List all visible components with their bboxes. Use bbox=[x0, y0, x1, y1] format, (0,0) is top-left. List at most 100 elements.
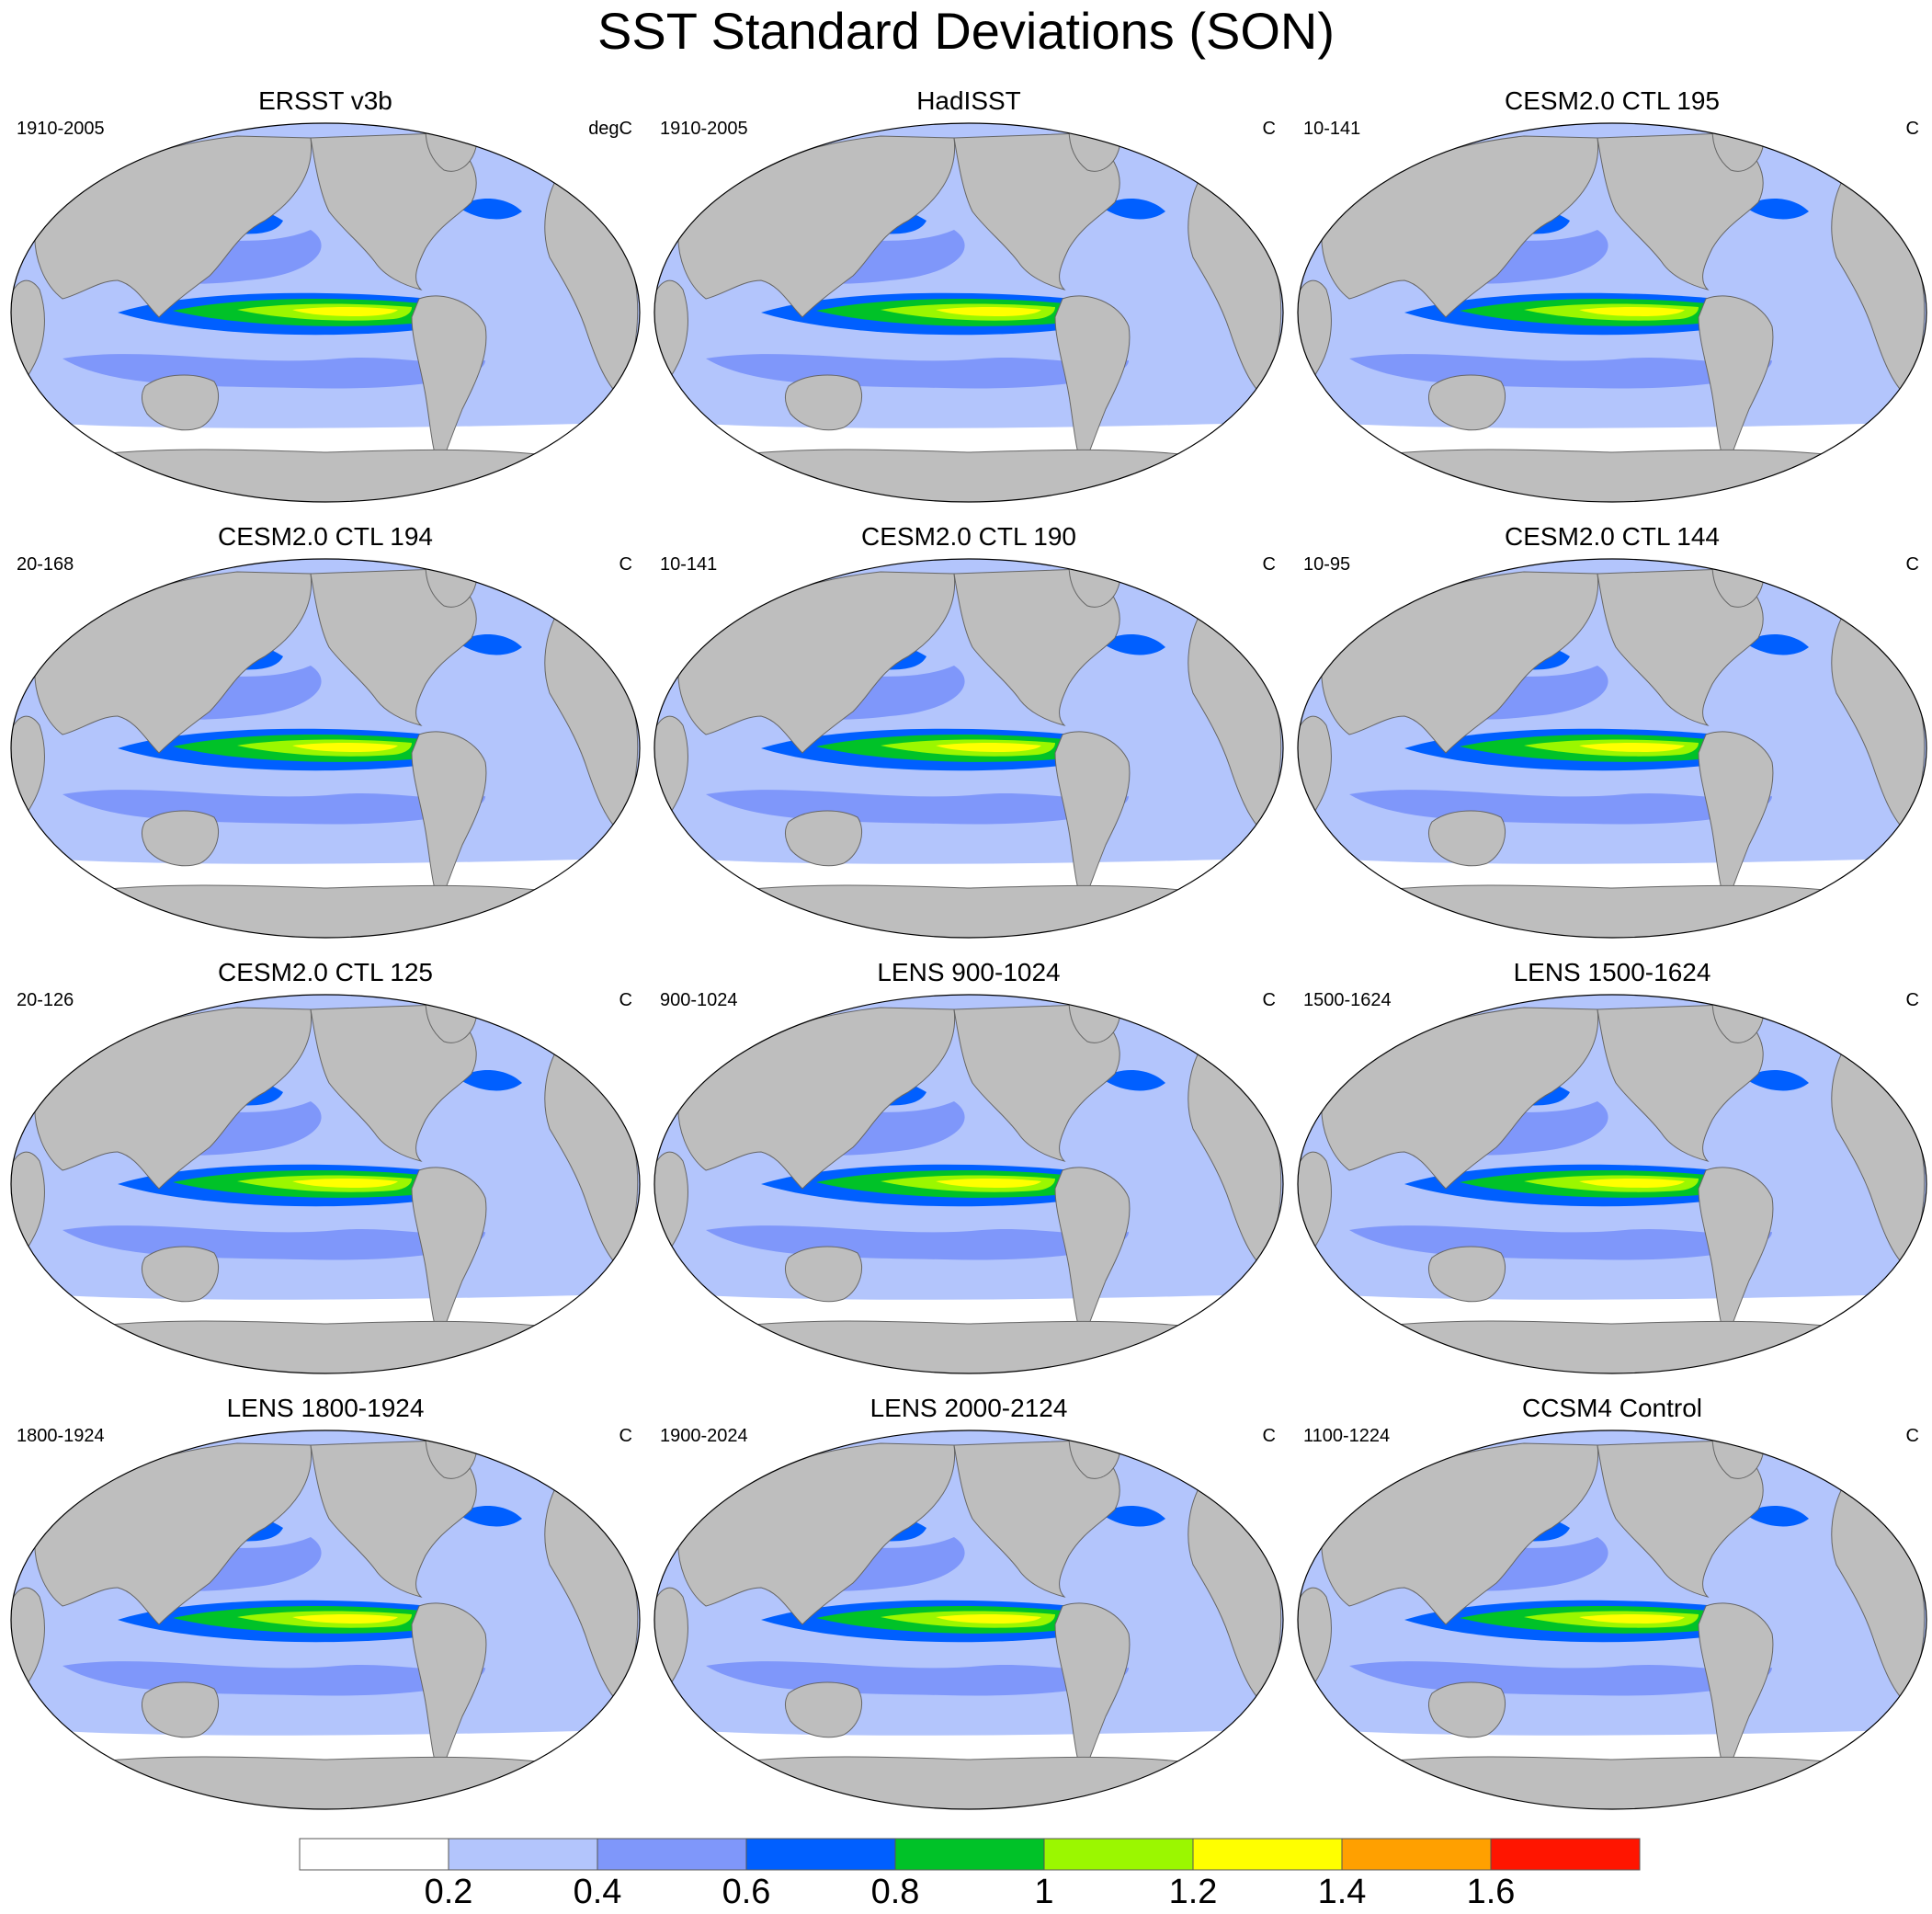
map-panel: CESM2.0 CTL 190 10-141 C bbox=[651, 522, 1287, 954]
land-mass bbox=[142, 810, 220, 867]
map-panel: CCSM4 Control 1100-1224 C bbox=[1294, 1394, 1930, 1826]
land-mass bbox=[310, 1004, 477, 1162]
enso-peak bbox=[1579, 307, 1685, 316]
panel-units-label: degC bbox=[588, 119, 632, 139]
panel-period-label: 1910-2005 bbox=[17, 119, 105, 139]
gulf-stream-band bbox=[1101, 633, 1165, 655]
panel-title: HadISST bbox=[916, 86, 1021, 115]
land-mass bbox=[1597, 1440, 1764, 1598]
gulf-stream-band bbox=[458, 1505, 522, 1527]
land-mass bbox=[1597, 568, 1764, 726]
panel-units-label: C bbox=[1905, 554, 1919, 575]
land-mass bbox=[785, 810, 863, 867]
enso-peak bbox=[936, 1179, 1041, 1188]
land-mass bbox=[1054, 1167, 1131, 1342]
gulf-stream-band bbox=[1101, 1069, 1165, 1091]
panel-title: ERSST v3b bbox=[258, 86, 392, 115]
enso-peak bbox=[936, 307, 1041, 316]
panel-period-label: 1500-1624 bbox=[1303, 990, 1392, 1010]
map-panel: LENS 900-1024 900-1024 C bbox=[651, 958, 1287, 1390]
land-mass bbox=[34, 571, 313, 754]
map-outline bbox=[10, 1430, 641, 1810]
land-mass bbox=[1054, 731, 1131, 906]
land-mass bbox=[1321, 1442, 1599, 1625]
land-mass bbox=[677, 571, 956, 754]
map-outline bbox=[653, 994, 1284, 1374]
land-mass bbox=[1597, 1004, 1764, 1162]
robinson-map bbox=[1297, 1430, 1927, 1810]
enso-peak bbox=[292, 1179, 398, 1188]
gulf-stream-band bbox=[1744, 1505, 1809, 1527]
land-mass bbox=[1321, 135, 1599, 318]
land-mass bbox=[34, 135, 313, 318]
gulf-stream-band bbox=[1744, 1069, 1809, 1091]
panel-title: LENS 2000-2124 bbox=[869, 1394, 1068, 1422]
colorbar-tick-label: 1.6 bbox=[1466, 1873, 1516, 1911]
map-outline bbox=[1297, 558, 1927, 939]
colorbar-tick-label: 0.4 bbox=[573, 1873, 622, 1911]
panel-period-label: 10-141 bbox=[660, 554, 718, 575]
panel-units-label: C bbox=[1262, 990, 1276, 1010]
land-mass bbox=[732, 449, 1213, 502]
land-mass bbox=[1698, 295, 1774, 471]
land-mass bbox=[142, 1246, 220, 1303]
land-mass bbox=[411, 731, 487, 906]
land-mass bbox=[411, 1167, 487, 1342]
panel-title: CCSM4 Control bbox=[1521, 1394, 1703, 1422]
robinson-map bbox=[10, 1430, 641, 1810]
map-panel: ERSST v3b 1910-2005 degC bbox=[7, 86, 643, 518]
map-outline bbox=[1297, 1430, 1927, 1810]
panel-period-label: 900-1024 bbox=[660, 990, 738, 1010]
colorbar-tick-label: 1.4 bbox=[1317, 1873, 1367, 1911]
colorbar-swatch bbox=[299, 1838, 449, 1871]
robinson-map bbox=[10, 994, 641, 1374]
land-mass bbox=[1375, 1756, 1857, 1809]
map-outline bbox=[1297, 994, 1927, 1374]
land-mass bbox=[1428, 374, 1506, 431]
panel-title: LENS 1800-1924 bbox=[226, 1394, 425, 1422]
colorbar-tick-label: 0.6 bbox=[722, 1873, 771, 1911]
panel-title: CESM2.0 CTL 195 bbox=[1505, 86, 1720, 115]
map-outline bbox=[10, 122, 641, 503]
robinson-map bbox=[10, 122, 641, 503]
panel-period-label: 20-126 bbox=[17, 990, 74, 1010]
colorbar-swatch bbox=[1192, 1838, 1343, 1871]
panel-period-label: 10-95 bbox=[1303, 554, 1351, 575]
map-outline bbox=[653, 558, 1284, 939]
colorbar-tick-label: 0.2 bbox=[424, 1873, 473, 1911]
panel-period-label: 1900-2024 bbox=[660, 1426, 748, 1446]
colorbar-swatch bbox=[1043, 1838, 1194, 1871]
map-outline bbox=[10, 994, 641, 1374]
land-mass bbox=[88, 1756, 570, 1809]
land-mass bbox=[785, 374, 863, 431]
land-mass bbox=[732, 1320, 1213, 1373]
land-mass bbox=[1375, 884, 1857, 938]
panel-period-label: 10-141 bbox=[1303, 119, 1361, 139]
enso-peak bbox=[292, 743, 398, 752]
robinson-map bbox=[1297, 122, 1927, 503]
land-mass bbox=[953, 1004, 1120, 1162]
land-mass bbox=[34, 1442, 313, 1625]
land-mass bbox=[953, 132, 1120, 291]
land-mass bbox=[1054, 295, 1131, 471]
enso-peak bbox=[1579, 1179, 1685, 1188]
gulf-stream-band bbox=[1744, 633, 1809, 655]
gulf-stream-band bbox=[458, 1069, 522, 1091]
robinson-map bbox=[1297, 994, 1927, 1374]
enso-peak bbox=[936, 1614, 1041, 1623]
map-panel: HadISST 1910-2005 C bbox=[651, 86, 1287, 518]
map-outline bbox=[653, 1430, 1284, 1810]
enso-peak bbox=[292, 1614, 398, 1623]
panel-title: CESM2.0 CTL 190 bbox=[861, 522, 1076, 551]
map-panel: CESM2.0 CTL 144 10-95 C bbox=[1294, 522, 1930, 954]
robinson-map bbox=[10, 558, 641, 939]
panel-units-label: C bbox=[1905, 1426, 1919, 1446]
land-mass bbox=[732, 1756, 1213, 1809]
gulf-stream-band bbox=[458, 633, 522, 655]
land-mass bbox=[1597, 132, 1764, 291]
gulf-stream-band bbox=[1101, 198, 1165, 220]
colorbar-swatch bbox=[894, 1838, 1045, 1871]
land-mass bbox=[1698, 1167, 1774, 1342]
land-mass bbox=[1375, 449, 1857, 502]
land-mass bbox=[677, 135, 956, 318]
